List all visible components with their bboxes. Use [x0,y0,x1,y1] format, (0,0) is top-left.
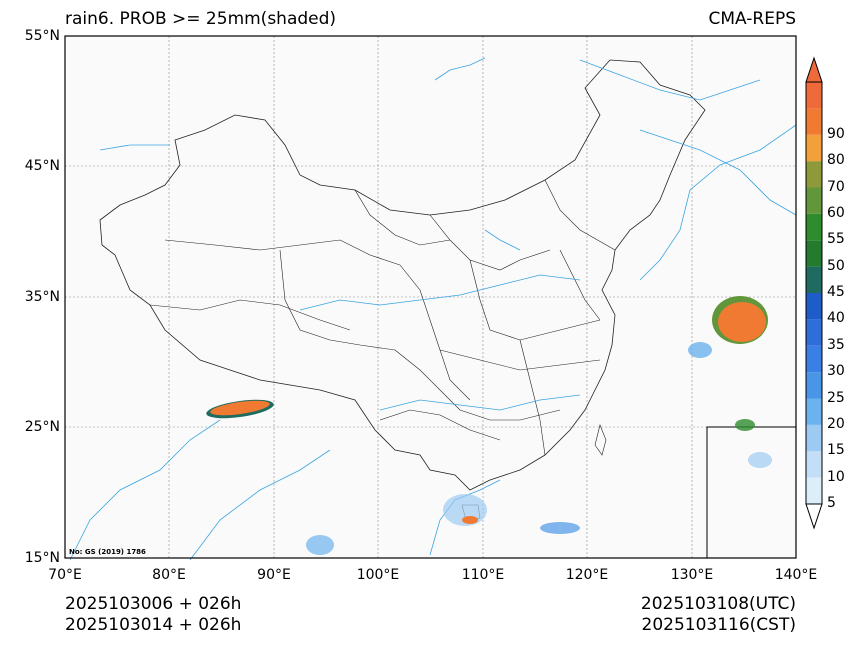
colorbar-tick-label: 70 [827,178,845,195]
lat-label-45: 45°N [24,158,60,174]
colorbar-segment [806,187,822,214]
colorbar-segment [806,108,822,135]
colorbar-tick-label: 20 [827,415,845,432]
lon-label-140: 140°E [774,567,818,583]
colorbar-tick-label: 50 [827,257,845,274]
colorbar-tick-label: 40 [827,310,845,327]
colorbar-segment [806,161,822,188]
colorbar-segment [806,345,822,373]
colorbar-segment [806,240,822,267]
colorbar-segment [806,82,822,109]
colorbar-segment [806,372,822,399]
colorbar-tick-label: 5 [827,495,836,511]
colorbar-segment [806,293,822,320]
lat-label-15: 15°N [24,550,60,566]
colorbar-tick-label: 15 [827,442,845,459]
lon-label-120: 120°E [565,567,609,583]
colorbar-extend-high [805,56,823,83]
lon-label-110: 110°E [461,567,505,583]
colorbar-tick-label: 35 [827,336,845,353]
probability-shading [206,296,772,555]
colorbar-tick-label: 45 [827,284,845,300]
lon-label-130: 130°E [670,567,714,583]
map-title: rain6. PROB >= 25mm(shaded) [65,9,337,29]
province-borders [149,179,616,456]
colorbar-segment [806,266,822,293]
colorbar-tick-label: 25 [827,389,845,406]
init-time-utc: 2025103006 + 026h [65,594,242,614]
colorbar-tick-label: 60 [827,204,845,221]
country-border [99,59,706,491]
colorbar-segment [806,134,822,162]
colorbar-tick-label: 30 [827,363,845,380]
colorbar-segment [806,451,822,478]
colorbar-segment [806,398,822,425]
colorbar-tick-label: 90 [827,125,845,142]
valid-time-utc: 2025103108(UTC) [640,594,796,614]
colorbar-segment [806,424,822,452]
lat-label-35: 35°N [24,289,60,305]
lon-label-100: 100°E [356,567,400,583]
colorbar-tick-label: 10 [827,468,845,485]
colorbar-segment [806,319,822,346]
model-name: CMA-REPS [708,9,796,29]
colorbar-tick-label: 55 [827,231,845,248]
colorbar-extend-low [805,503,823,530]
lat-label-25: 25°N [24,419,60,435]
lon-label-70: 70°E [48,567,82,583]
colorbar-tick-label: 80 [827,152,845,169]
lon-label-80: 80°E [152,567,186,583]
colorbar-frame [805,81,823,505]
map-approval-note: No: GS (2019) 1786 [69,548,146,556]
lat-label-55: 55°N [24,28,60,44]
taiwan-outline [594,424,607,456]
colorbar-segment [806,213,822,241]
colorbar-segment [806,477,822,504]
valid-time-cst: 2025103116(CST) [641,615,796,635]
colorbar [805,56,823,530]
lon-label-90: 90°E [257,567,291,583]
init-time-cst: 2025103014 + 026h [65,615,242,635]
gridlines [65,36,796,558]
map-frame [64,35,797,559]
